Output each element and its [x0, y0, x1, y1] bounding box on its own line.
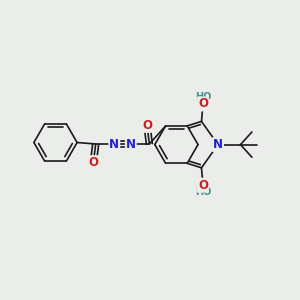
Text: O: O [88, 156, 98, 169]
Text: O: O [142, 119, 152, 132]
Text: O: O [198, 179, 208, 192]
Text: O: O [198, 98, 208, 110]
Text: N: N [213, 138, 223, 151]
Text: HO: HO [195, 187, 211, 197]
Text: N: N [126, 137, 136, 151]
Text: HO: HO [195, 92, 211, 102]
Text: N: N [109, 137, 119, 151]
